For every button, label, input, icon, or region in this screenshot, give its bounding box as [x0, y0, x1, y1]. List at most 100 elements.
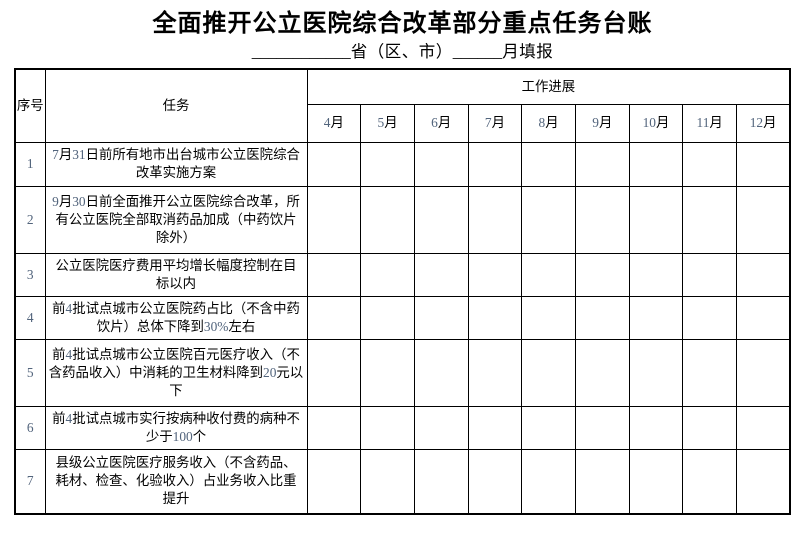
table-row: 2 9月30日前全面推开公立医院综合改革，所 有公立医院全部取消药品加成（中药饮…: [14, 185, 791, 254]
progress-cell[interactable]: [682, 405, 737, 450]
progress-cell[interactable]: [306, 405, 362, 450]
progress-cell[interactable]: [306, 295, 362, 340]
report-subtitle: ____________省（区、市）______月填报: [0, 41, 805, 62]
month-header-cell: 8月: [521, 103, 576, 143]
row-index: 2: [14, 185, 46, 254]
progress-cell[interactable]: [360, 252, 415, 297]
progress-cell[interactable]: [521, 405, 576, 450]
progress-cell[interactable]: [628, 185, 684, 254]
progress-cell[interactable]: [628, 252, 684, 297]
progress-cell[interactable]: [574, 141, 630, 187]
progress-cell[interactable]: [521, 185, 576, 254]
page-title: 全面推开公立医院综合改革部分重点任务台账: [152, 11, 653, 37]
progress-cell[interactable]: [467, 448, 523, 515]
progress-cell[interactable]: [467, 295, 523, 340]
progress-cell[interactable]: [521, 295, 576, 340]
progress-cell[interactable]: [682, 295, 737, 340]
progress-cell[interactable]: [628, 338, 684, 407]
table-row: 5 前4批试点城市公立医院百元医疗收入（不 含药品收入）中消耗的卫生材料降到20…: [14, 338, 791, 407]
progress-cell[interactable]: [360, 405, 415, 450]
progress-cell[interactable]: [306, 141, 362, 187]
month-header-cell: 6月: [413, 103, 469, 143]
progress-cell[interactable]: [628, 295, 684, 340]
progress-cell[interactable]: [574, 185, 630, 254]
progress-cell[interactable]: [574, 295, 630, 340]
row-index: 7: [14, 448, 46, 515]
progress-cell[interactable]: [682, 338, 737, 407]
progress-cell[interactable]: [736, 295, 791, 340]
month-header-cell: 12月: [736, 103, 791, 143]
progress-cell[interactable]: [467, 185, 523, 254]
progress-cell[interactable]: [736, 141, 791, 187]
progress-cell[interactable]: [736, 185, 791, 254]
progress-cell[interactable]: [736, 338, 791, 407]
progress-cell[interactable]: [574, 405, 630, 450]
table-row: 4 前4批试点城市公立医院药占比（不含中药 饮片）总体下降到30%左右: [14, 295, 791, 340]
progress-cell[interactable]: [360, 295, 415, 340]
table-row: 7 县级公立医院医疗服务收入（不含药品、 耗材、检查、化验收入）占业务收入比重 …: [14, 448, 791, 515]
progress-cell[interactable]: [628, 405, 684, 450]
month-header-cell: 5月: [360, 103, 415, 143]
progress-cell[interactable]: [306, 448, 362, 515]
progress-cell[interactable]: [306, 252, 362, 297]
col-header-task: 任务: [44, 68, 308, 143]
progress-cell[interactable]: [682, 448, 737, 515]
progress-cell[interactable]: [413, 405, 469, 450]
progress-cell[interactable]: [521, 252, 576, 297]
row-index: 6: [14, 405, 46, 450]
task-cell: 县级公立医院医疗服务收入（不含药品、 耗材、检查、化验收入）占业务收入比重 提升: [44, 448, 308, 515]
progress-cell[interactable]: [521, 338, 576, 407]
task-cell: 前4批试点城市实行按病种收付费的病种不 少于100个: [44, 405, 308, 450]
progress-cell[interactable]: [682, 252, 737, 297]
row-index: 3: [14, 252, 46, 297]
blank-province-field[interactable]: ____________: [251, 42, 351, 61]
col-header-index: 序号: [14, 68, 46, 143]
tasks-table: 序号 任务 工作进展 4月 5月 6月 7月 8月 9月 10月 11月 12月…: [14, 68, 792, 515]
col-header-progress: 工作进展: [306, 68, 791, 105]
row-index: 5: [14, 338, 46, 407]
blank-month-field[interactable]: ______: [452, 42, 503, 61]
progress-cell[interactable]: [574, 252, 630, 297]
progress-cell[interactable]: [736, 405, 791, 450]
task-cell: 前4批试点城市公立医院药占比（不含中药 饮片）总体下降到30%左右: [44, 295, 308, 340]
progress-cell[interactable]: [628, 448, 684, 515]
table-row: 6 前4批试点城市实行按病种收付费的病种不 少于100个: [14, 405, 791, 450]
progress-cell[interactable]: [574, 448, 630, 515]
progress-cell[interactable]: [736, 448, 791, 515]
progress-cell[interactable]: [413, 295, 469, 340]
progress-cell[interactable]: [360, 338, 415, 407]
month-label: 月填报: [502, 42, 554, 61]
progress-cell[interactable]: [360, 448, 415, 515]
progress-cell[interactable]: [736, 252, 791, 297]
header-row-top: 序号 任务 工作进展: [14, 68, 791, 143]
progress-cell[interactable]: [413, 252, 469, 297]
progress-cell[interactable]: [413, 141, 469, 187]
task-cell: 7月31日前所有地市出台城市公立医院综合 改革实施方案: [44, 141, 308, 187]
progress-cell[interactable]: [682, 185, 737, 254]
progress-cell[interactable]: [467, 338, 523, 407]
task-cell: 前4批试点城市公立医院百元医疗收入（不 含药品收入）中消耗的卫生材料降到20元以…: [44, 338, 308, 407]
month-header-cell: 11月: [682, 103, 737, 143]
progress-cell[interactable]: [306, 338, 362, 407]
province-label: 省（区、市）: [350, 42, 453, 61]
progress-cell[interactable]: [467, 141, 523, 187]
progress-cell[interactable]: [413, 448, 469, 515]
progress-cell[interactable]: [413, 185, 469, 254]
progress-cell[interactable]: [360, 141, 415, 187]
progress-cell[interactable]: [521, 448, 576, 515]
progress-cell[interactable]: [682, 141, 737, 187]
progress-cell[interactable]: [521, 141, 576, 187]
table-row: 1 7月31日前所有地市出台城市公立医院综合 改革实施方案: [14, 141, 791, 187]
task-cell: 公立医院医疗费用平均增长幅度控制在目 标以内: [44, 252, 308, 297]
month-header-cell: 10月: [628, 103, 684, 143]
progress-cell[interactable]: [628, 141, 684, 187]
progress-cell[interactable]: [467, 252, 523, 297]
row-index: 1: [14, 141, 46, 187]
task-cell: 9月30日前全面推开公立医院综合改革，所 有公立医院全部取消药品加成（中药饮片 …: [44, 185, 308, 254]
progress-cell[interactable]: [306, 185, 362, 254]
progress-cell[interactable]: [360, 185, 415, 254]
progress-cell[interactable]: [413, 338, 469, 407]
month-header-cell: 7月: [467, 103, 523, 143]
progress-cell[interactable]: [467, 405, 523, 450]
progress-cell[interactable]: [574, 338, 630, 407]
